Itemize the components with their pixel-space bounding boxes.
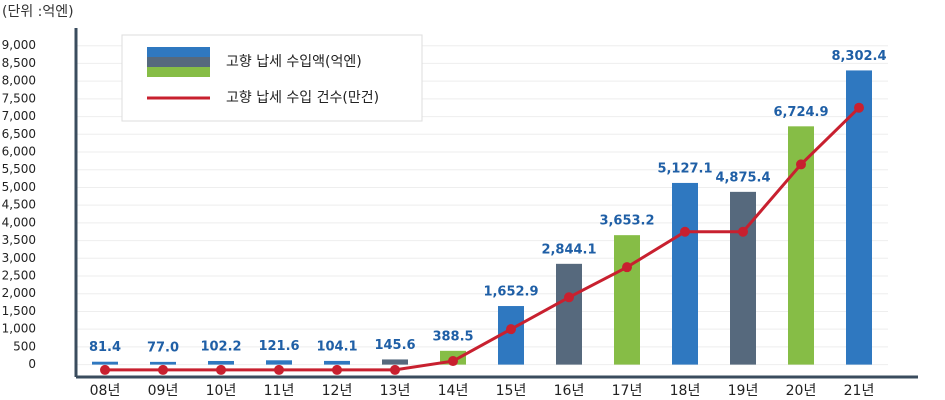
legend-swatch (147, 57, 210, 67)
value-label: 8,302.4 (831, 49, 886, 64)
x-tick-label: 21년 (844, 383, 875, 399)
y-tick-label: 6,500 (2, 127, 36, 141)
x-tick-label: 11년 (264, 383, 295, 399)
value-label: 388.5 (432, 329, 473, 344)
line-point (390, 364, 400, 375)
y-tick-label: 1,500 (2, 304, 36, 318)
line-point (216, 364, 226, 375)
line-point (332, 364, 342, 375)
line-point (448, 356, 458, 367)
x-tick-label: 20년 (786, 383, 817, 399)
line-point (564, 292, 574, 303)
value-label: 104.1 (316, 339, 357, 354)
legend-swatch (147, 47, 210, 57)
x-tick-label: 10년 (206, 383, 237, 399)
y-tick-label: 4,000 (2, 215, 36, 229)
line-point (100, 364, 110, 375)
x-tick-label: 13년 (380, 383, 411, 399)
x-tick-label: 08년 (90, 383, 121, 399)
bar (208, 360, 234, 365)
value-label: 145.6 (374, 338, 415, 353)
y-tick-label: 2,000 (2, 286, 36, 300)
unit-label: (단위 :억엔) (2, 4, 74, 20)
y-tick-label: 3,000 (2, 251, 36, 265)
y-tick-label: 3,500 (2, 233, 36, 247)
y-tick-label: 500 (13, 339, 36, 353)
x-tick-label: 17년 (612, 383, 643, 399)
bar (324, 360, 350, 365)
value-label: 77.0 (147, 340, 179, 355)
x-tick-label: 19년 (728, 383, 759, 399)
line (105, 106, 861, 372)
x-tick-label: 09년 (148, 383, 179, 399)
y-tick-label: 5,500 (2, 162, 36, 176)
y-tick-label: 7,000 (2, 109, 36, 123)
value-label: 6,724.9 (773, 105, 828, 120)
y-tick-label: 4,500 (2, 198, 36, 212)
y-tick-label: 6,000 (2, 145, 36, 159)
value-label: 121.6 (258, 339, 299, 354)
legend-label: 고향 납세 수입액(억엔) (226, 54, 362, 70)
line-point (680, 226, 690, 237)
value-label: 2,844.1 (541, 242, 596, 257)
x-tick-label: 18년 (670, 383, 701, 399)
value-label: 5,127.1 (657, 161, 712, 176)
x-tick-label: 16년 (554, 383, 585, 399)
y-tick-label: 7,500 (2, 91, 36, 105)
value-label: 3,653.2 (599, 214, 654, 229)
line-point (158, 364, 168, 375)
bar (150, 361, 176, 365)
y-tick-label: 0 (28, 357, 36, 371)
value-label: 102.2 (200, 339, 241, 354)
value-label: 4,875.4 (715, 170, 770, 185)
bar (846, 70, 872, 365)
y-tick-label: 8,500 (2, 56, 36, 70)
bar (556, 263, 582, 365)
bar (672, 182, 698, 365)
line-point (506, 324, 516, 335)
value-label: 81.4 (89, 340, 121, 355)
bar (382, 359, 408, 365)
bar (266, 360, 292, 365)
bar (614, 235, 640, 365)
legend-swatch (147, 67, 210, 77)
legend-label: 고향 납세 수입 건수(만건) (226, 90, 379, 106)
bar (92, 361, 118, 365)
y-tick-label: 9,000 (2, 38, 36, 52)
bar (730, 191, 756, 365)
y-tick-label: 5,000 (2, 180, 36, 194)
y-tick-label: 1,000 (2, 322, 36, 336)
value-label: 1,652.9 (483, 285, 538, 300)
line-point (622, 262, 632, 273)
y-tick-label: 8,000 (2, 74, 36, 88)
x-tick-label: 14년 (438, 383, 469, 399)
x-tick-label: 12년 (322, 383, 353, 399)
x-tick-label: 15년 (496, 383, 527, 399)
line-point (854, 102, 864, 113)
y-tick-label: 2,500 (2, 269, 36, 283)
line-point (274, 364, 284, 375)
line-point (738, 226, 748, 237)
line-point (796, 159, 806, 170)
